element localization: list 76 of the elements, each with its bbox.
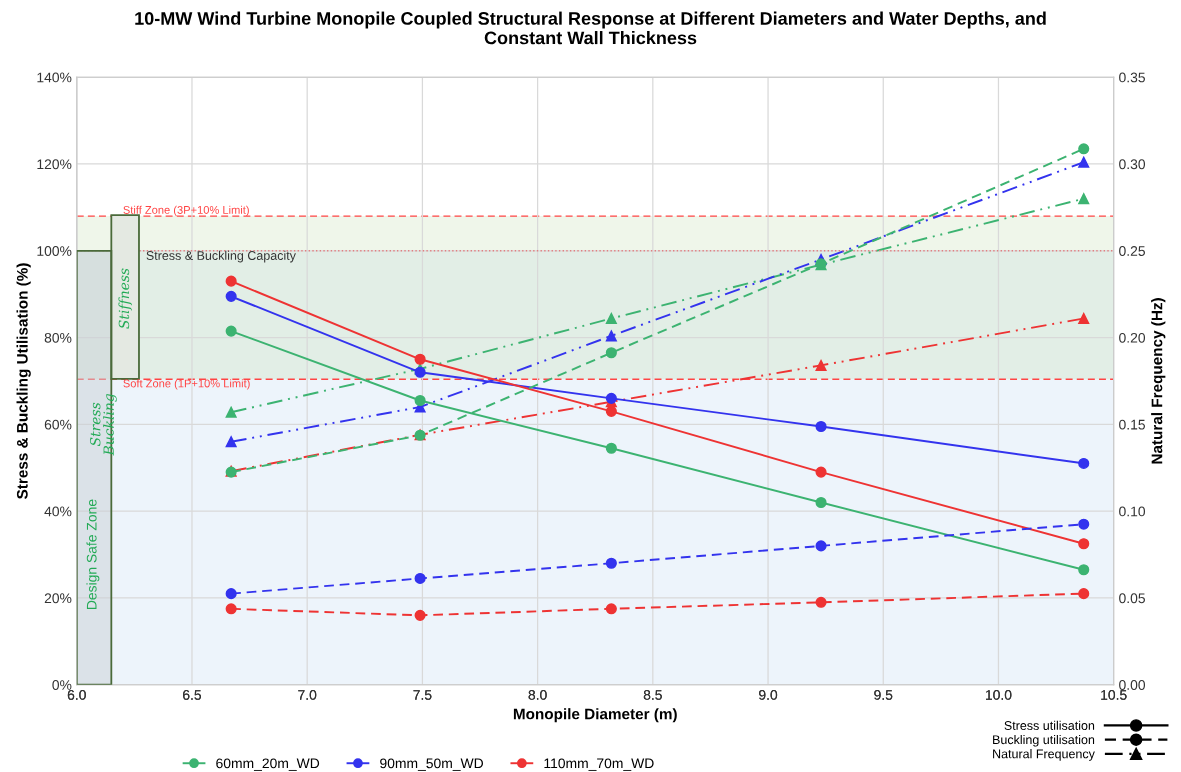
- point: [815, 540, 827, 552]
- point: [1078, 193, 1090, 205]
- point: [414, 366, 426, 378]
- x-tick-label: 8.0: [528, 689, 547, 700]
- y-tick-label: 80%: [44, 332, 72, 343]
- x-tick-label: 10.5: [1101, 689, 1127, 700]
- x-tick-label: 8.5: [643, 689, 662, 700]
- point: [605, 557, 617, 569]
- point: [225, 406, 237, 418]
- point: [414, 572, 426, 584]
- point: [605, 312, 617, 325]
- y2-axis-title: Natural Frequency (Hz): [1151, 298, 1166, 464]
- y2-tick-label: 0.10: [1119, 506, 1146, 517]
- point: [815, 466, 827, 478]
- y-tick-label: 140%: [37, 72, 72, 83]
- point: [225, 325, 237, 337]
- point: [605, 347, 617, 359]
- y2-tick-label: 0.30: [1119, 159, 1146, 170]
- x-tick-label: 9.5: [874, 689, 893, 700]
- y2-tick-label: 0.00: [1119, 680, 1146, 690]
- chart-title: 10-MW Wind Turbine Monopile Coupled Structural Response at Different Diameters and Water Depths, and Constant Wall Thickness: [135, 11, 1046, 45]
- ref-line-label: Stiff Zone (3P+10% Limit): [123, 205, 249, 217]
- x-tick-label: 6.0: [67, 689, 86, 700]
- x-tick-label: 10.0: [986, 689, 1012, 700]
- text: Stress utilisation: [1004, 720, 1095, 730]
- point: [414, 394, 426, 407]
- point: [815, 596, 827, 608]
- x-tick-label: 7.0: [298, 689, 317, 700]
- point: [1078, 143, 1090, 155]
- y2-tick-label: 0.20: [1119, 332, 1146, 343]
- x-tick-label: 9.0: [759, 689, 778, 700]
- x-axis-title: Monopile Diameter (m): [513, 708, 677, 723]
- y-tick-label: 60%: [44, 419, 72, 430]
- annotation: Design Safe Zone: [86, 499, 100, 610]
- legend-label: 60mm_20m_WD: [216, 758, 320, 771]
- point: [1078, 564, 1090, 576]
- point: [414, 609, 426, 621]
- y-tick-label: 40%: [44, 506, 72, 517]
- point: [605, 603, 617, 615]
- point: [815, 496, 827, 509]
- ref-line-label: Soft Zone (1P+10% Limit): [123, 379, 250, 390]
- point: [414, 353, 426, 365]
- point: [1078, 518, 1090, 530]
- point: [225, 436, 237, 448]
- y2-tick-label: 0.05: [1119, 593, 1145, 604]
- point: [225, 588, 237, 600]
- y-tick-label: 100%: [37, 246, 72, 256]
- y-axis-title: Stress & Buckling Utilisation (%): [16, 263, 31, 499]
- point: [605, 442, 617, 454]
- point: [605, 330, 617, 342]
- x-tick-label: 7.5: [413, 690, 432, 700]
- legend-label: 110mm_70m_WD: [544, 758, 654, 771]
- point: [225, 290, 237, 302]
- point: [815, 359, 827, 371]
- annotation: Stiffness: [118, 268, 132, 329]
- point: [605, 392, 617, 404]
- y-tick-label: 0%: [52, 680, 72, 690]
- y2-tick-label: 0.25: [1119, 246, 1145, 256]
- point: [225, 275, 237, 287]
- y-tick-label: 120%: [37, 159, 72, 170]
- point: [1078, 588, 1090, 600]
- point: [1078, 312, 1090, 325]
- point: [1078, 457, 1090, 469]
- text: Buckling utilisation: [993, 734, 1095, 747]
- text: Natural Frequency: [993, 749, 1095, 761]
- annotation: Stress Buckling: [89, 393, 117, 456]
- point: [1078, 156, 1090, 168]
- y2-tick-label: 0.15: [1119, 419, 1145, 430]
- point: [1078, 538, 1090, 550]
- legend-label: 90mm_50m_WD: [380, 758, 484, 771]
- point: [225, 603, 237, 615]
- x-tick-label: 6.5: [183, 689, 202, 700]
- y2-tick-label: 0.35: [1119, 72, 1145, 83]
- ref-line-label: Stress & Buckling Capacity: [146, 250, 296, 263]
- y-tick-label: 20%: [44, 593, 72, 604]
- point: [815, 420, 827, 433]
